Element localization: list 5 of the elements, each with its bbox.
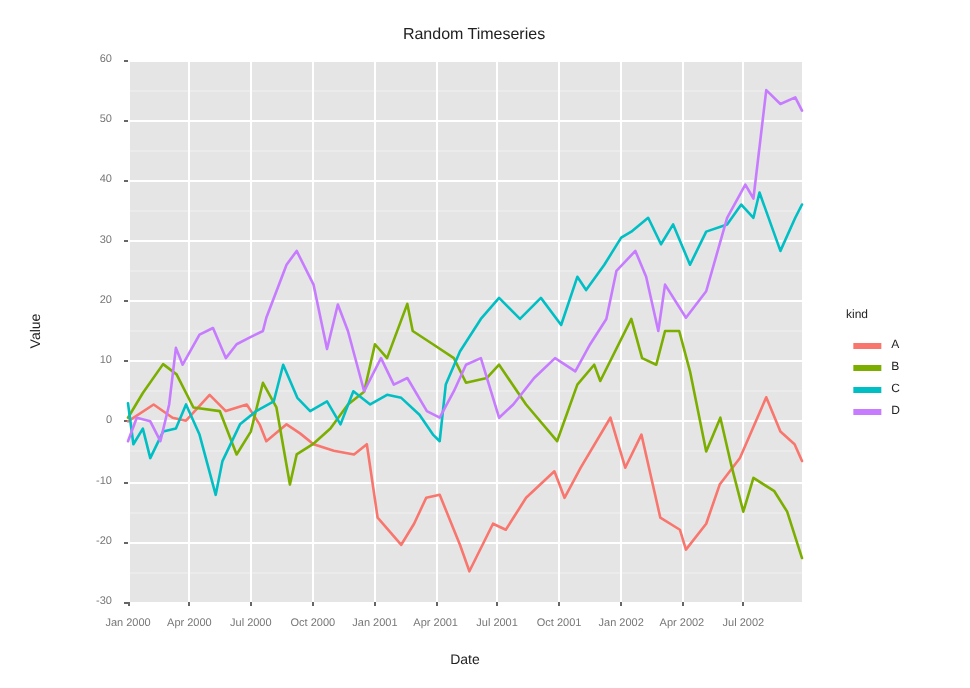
line-series xyxy=(126,393,804,573)
line-series xyxy=(126,88,804,443)
line-series xyxy=(126,191,804,497)
line-series xyxy=(126,302,804,560)
chart-title: Random Timeseries xyxy=(402,25,546,43)
